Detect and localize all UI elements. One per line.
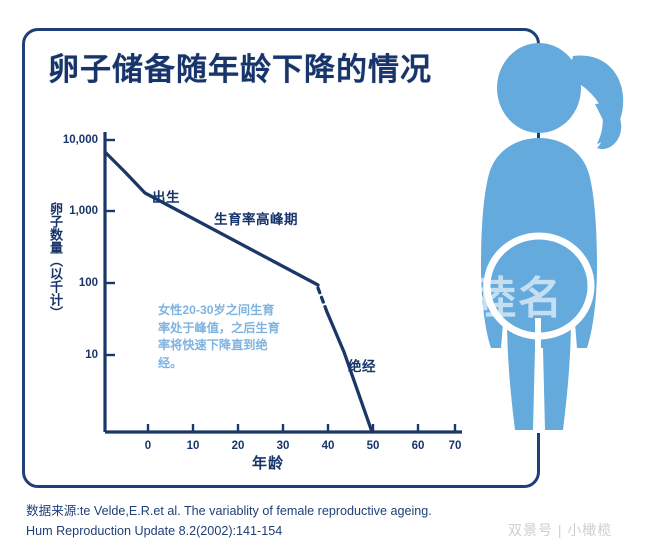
y-axis-title: 卵子数量（以千计） (48, 202, 63, 319)
x-tick-label: 70 (448, 440, 462, 452)
source-line-1: 数据来源:te Velde,E.R.et al. The variablity … (26, 504, 432, 518)
source-citation: 数据来源:te Velde,E.R.et al. The variablity … (26, 502, 432, 541)
x-axis-title: 年龄 (252, 455, 285, 472)
page-title: 卵子储备随年龄下降的情况 (48, 52, 432, 87)
source-line-2: Hum Reproduction Update 8.2(2002):141-15… (26, 523, 283, 538)
y-tick-label: 1,000 (69, 205, 98, 217)
x-tick-label: 50 (366, 440, 380, 452)
annotation-peak-fertility: 生育率高峰期 (214, 212, 298, 227)
annotation-birth: 出生 (152, 190, 180, 205)
brand-watermark: 双景号 | 小橄榄 (508, 522, 613, 538)
x-tick-label: 30 (276, 440, 290, 452)
pregnant-woman-silhouette-icon (481, 43, 624, 433)
x-tick-label: 20 (231, 440, 245, 452)
callout-text: 女性20-30岁之间生育率处于峰值，之后生育率将快速下降直到绝经。 (158, 303, 280, 371)
y-tick-label: 100 (78, 277, 98, 289)
x-tick-label: 10 (186, 440, 200, 452)
y-tick-label: 10,000 (62, 134, 98, 146)
annotation-menopause: 绝经 (348, 359, 376, 374)
y-tick-label: 10 (85, 349, 98, 361)
x-tick-label: 40 (321, 440, 335, 452)
x-tick-label: 60 (411, 440, 425, 452)
x-tick-label: 0 (144, 440, 152, 452)
